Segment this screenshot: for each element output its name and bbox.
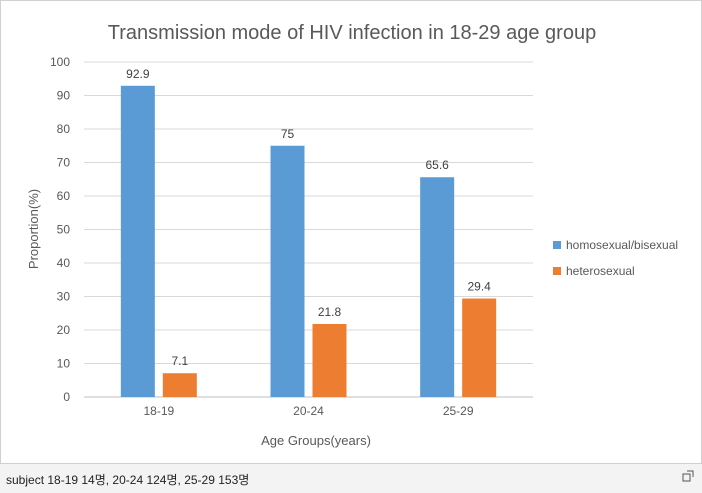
y-tick-label: 40 bbox=[57, 256, 71, 270]
x-tick-label: 18-19 bbox=[143, 404, 174, 418]
data-label: 92.9 bbox=[126, 67, 150, 81]
y-tick-label: 10 bbox=[57, 357, 71, 371]
legend-label: homosexual/bisexual bbox=[566, 238, 678, 252]
data-labels: 92.9 7.1 75 21.8 65.6 29.4 bbox=[126, 67, 491, 368]
x-tick-label: 20-24 bbox=[293, 404, 324, 418]
legend-label: heterosexual bbox=[566, 264, 635, 278]
y-tick-label: 60 bbox=[57, 189, 71, 203]
x-tick-label: 25-29 bbox=[443, 404, 474, 418]
bar-homosexual-bisexual-20-24 bbox=[270, 145, 305, 397]
expand-icon[interactable] bbox=[682, 470, 694, 482]
y-tick-label: 90 bbox=[57, 89, 71, 103]
image-caption: subject 18-19 14명, 20-24 124명, 25-29 153… bbox=[6, 473, 250, 487]
caption-bar: subject 18-19 14명, 20-24 124명, 25-29 153… bbox=[0, 463, 702, 493]
y-tick-label: 0 bbox=[63, 390, 70, 404]
gridlines bbox=[84, 61, 533, 398]
bar-chart: Transmission mode of HIV infection in 18… bbox=[26, 22, 678, 448]
x-axis-label: Age Groups(years) bbox=[261, 433, 371, 448]
data-label: 65.6 bbox=[425, 158, 449, 172]
y-tick-label: 50 bbox=[57, 223, 71, 237]
y-axis-label: Proportion(%) bbox=[26, 189, 41, 269]
x-tick-labels: 18-19 20-24 25-29 bbox=[143, 404, 473, 418]
bars bbox=[120, 85, 497, 397]
y-tick-label: 100 bbox=[50, 55, 70, 69]
bar-homosexual-bisexual-25-29 bbox=[420, 177, 455, 397]
data-label: 29.4 bbox=[467, 280, 491, 294]
data-label: 7.1 bbox=[171, 354, 188, 368]
bar-heterosexual-18-19 bbox=[162, 373, 197, 397]
legend: homosexual/bisexual heterosexual bbox=[553, 238, 678, 278]
bar-homosexual-bisexual-18-19 bbox=[120, 85, 155, 397]
y-tick-label: 20 bbox=[57, 323, 71, 337]
y-tick-label: 30 bbox=[57, 290, 71, 304]
data-label: 75 bbox=[281, 127, 295, 141]
chart-title: Transmission mode of HIV infection in 18… bbox=[108, 22, 596, 44]
legend-swatch bbox=[553, 241, 561, 249]
y-tick-label: 70 bbox=[57, 156, 71, 170]
legend-swatch bbox=[553, 267, 561, 275]
bar-heterosexual-25-29 bbox=[462, 298, 497, 397]
data-label: 21.8 bbox=[318, 305, 342, 319]
bar-heterosexual-20-24 bbox=[312, 323, 347, 397]
y-tick-label: 80 bbox=[57, 122, 71, 136]
y-tick-labels: 0 10 20 30 40 50 60 70 80 90 100 bbox=[50, 55, 70, 404]
chart-frame: Transmission mode of HIV infection in 18… bbox=[0, 0, 702, 464]
